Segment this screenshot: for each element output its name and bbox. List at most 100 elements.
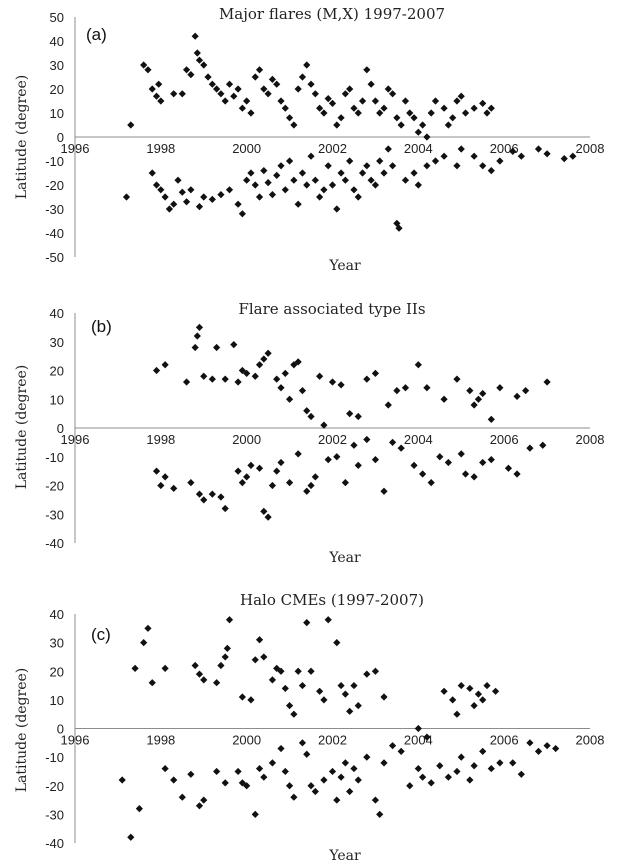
data-point [496,384,504,392]
x-tick-label: 1996 [61,733,90,748]
data-point [427,109,435,117]
panel-b: Flare associated type IIs (b) Latitude (… [14,300,604,566]
data-point [217,191,225,199]
data-point [200,676,208,684]
data-point [251,810,259,818]
data-point [290,793,298,801]
data-point [182,378,191,386]
data-point [328,181,337,189]
data-point [243,176,251,184]
data-point [174,176,182,184]
panel-b-xlabel: Year [328,550,361,566]
data-point [320,421,328,429]
data-point [397,444,405,452]
data-point [487,764,495,773]
data-point [255,764,264,773]
data-point [277,667,285,675]
data-point [273,171,281,179]
data-point [483,109,491,117]
data-point [268,676,277,684]
data-point [397,747,405,755]
data-point [371,181,380,189]
data-point [401,384,410,392]
data-point [423,162,431,170]
y-tick-label: 20 [50,364,64,379]
data-point [118,776,126,784]
data-point [303,407,311,415]
data-point [324,456,332,464]
data-point [170,776,178,784]
data-point [363,66,371,74]
data-point [363,670,371,678]
data-point [354,412,362,421]
data-point [234,767,242,776]
data-point [161,361,169,369]
data-point [380,169,388,177]
data-point [316,193,324,201]
data-point [341,690,349,698]
y-tick-label: 10 [50,693,64,708]
data-point [127,833,135,841]
data-point [337,114,345,122]
y-tick-label: 30 [50,636,64,651]
data-point [453,710,461,718]
y-tick-label: -30 [45,807,64,822]
data-point [410,169,418,177]
data-point [543,378,551,386]
data-point [251,73,259,81]
data-point [127,121,135,129]
data-point [427,779,435,787]
y-tick-label: -40 [45,536,64,551]
data-point [281,684,289,693]
data-point [144,66,152,74]
data-point [195,323,204,331]
data-point [376,157,384,165]
panel-a: Major flares (M,X) 1997-2007 (a) Latitud… [14,5,604,274]
data-point [281,104,289,112]
data-point [251,656,259,664]
data-point [170,90,178,98]
data-point [384,401,392,409]
data-point [307,782,315,790]
data-point [350,441,358,449]
data-point [303,750,311,758]
data-point [414,764,422,773]
data-point [388,742,397,750]
x-tick-label: 2008 [576,733,605,748]
data-point [453,162,461,170]
data-point [178,188,186,196]
data-point [243,473,251,481]
data-point [457,681,465,690]
data-point [221,653,229,661]
data-point [294,358,302,366]
data-point [395,224,403,232]
data-point [491,687,500,695]
data-point [148,169,156,177]
data-point [285,702,294,710]
data-point [376,109,384,117]
data-point [294,200,302,208]
y-tick-label: 30 [50,335,64,350]
data-point [513,470,521,478]
data-point [238,693,246,701]
data-point [193,49,201,57]
data-point [333,796,341,804]
data-point [311,473,319,481]
y-tick-label: 0 [57,421,64,436]
x-tick-label: 2006 [490,733,519,748]
data-point [371,796,380,804]
data-point [371,369,380,377]
data-point [268,759,277,767]
data-point [277,162,285,170]
data-point [200,496,208,504]
data-point [350,764,358,773]
x-tick-label: 2002 [318,141,347,156]
data-point [320,109,328,117]
data-point [444,458,452,467]
data-point [466,776,474,784]
data-point [234,200,242,208]
data-point [466,387,474,395]
data-point [350,186,358,194]
data-point [328,99,337,107]
data-point [401,97,410,105]
